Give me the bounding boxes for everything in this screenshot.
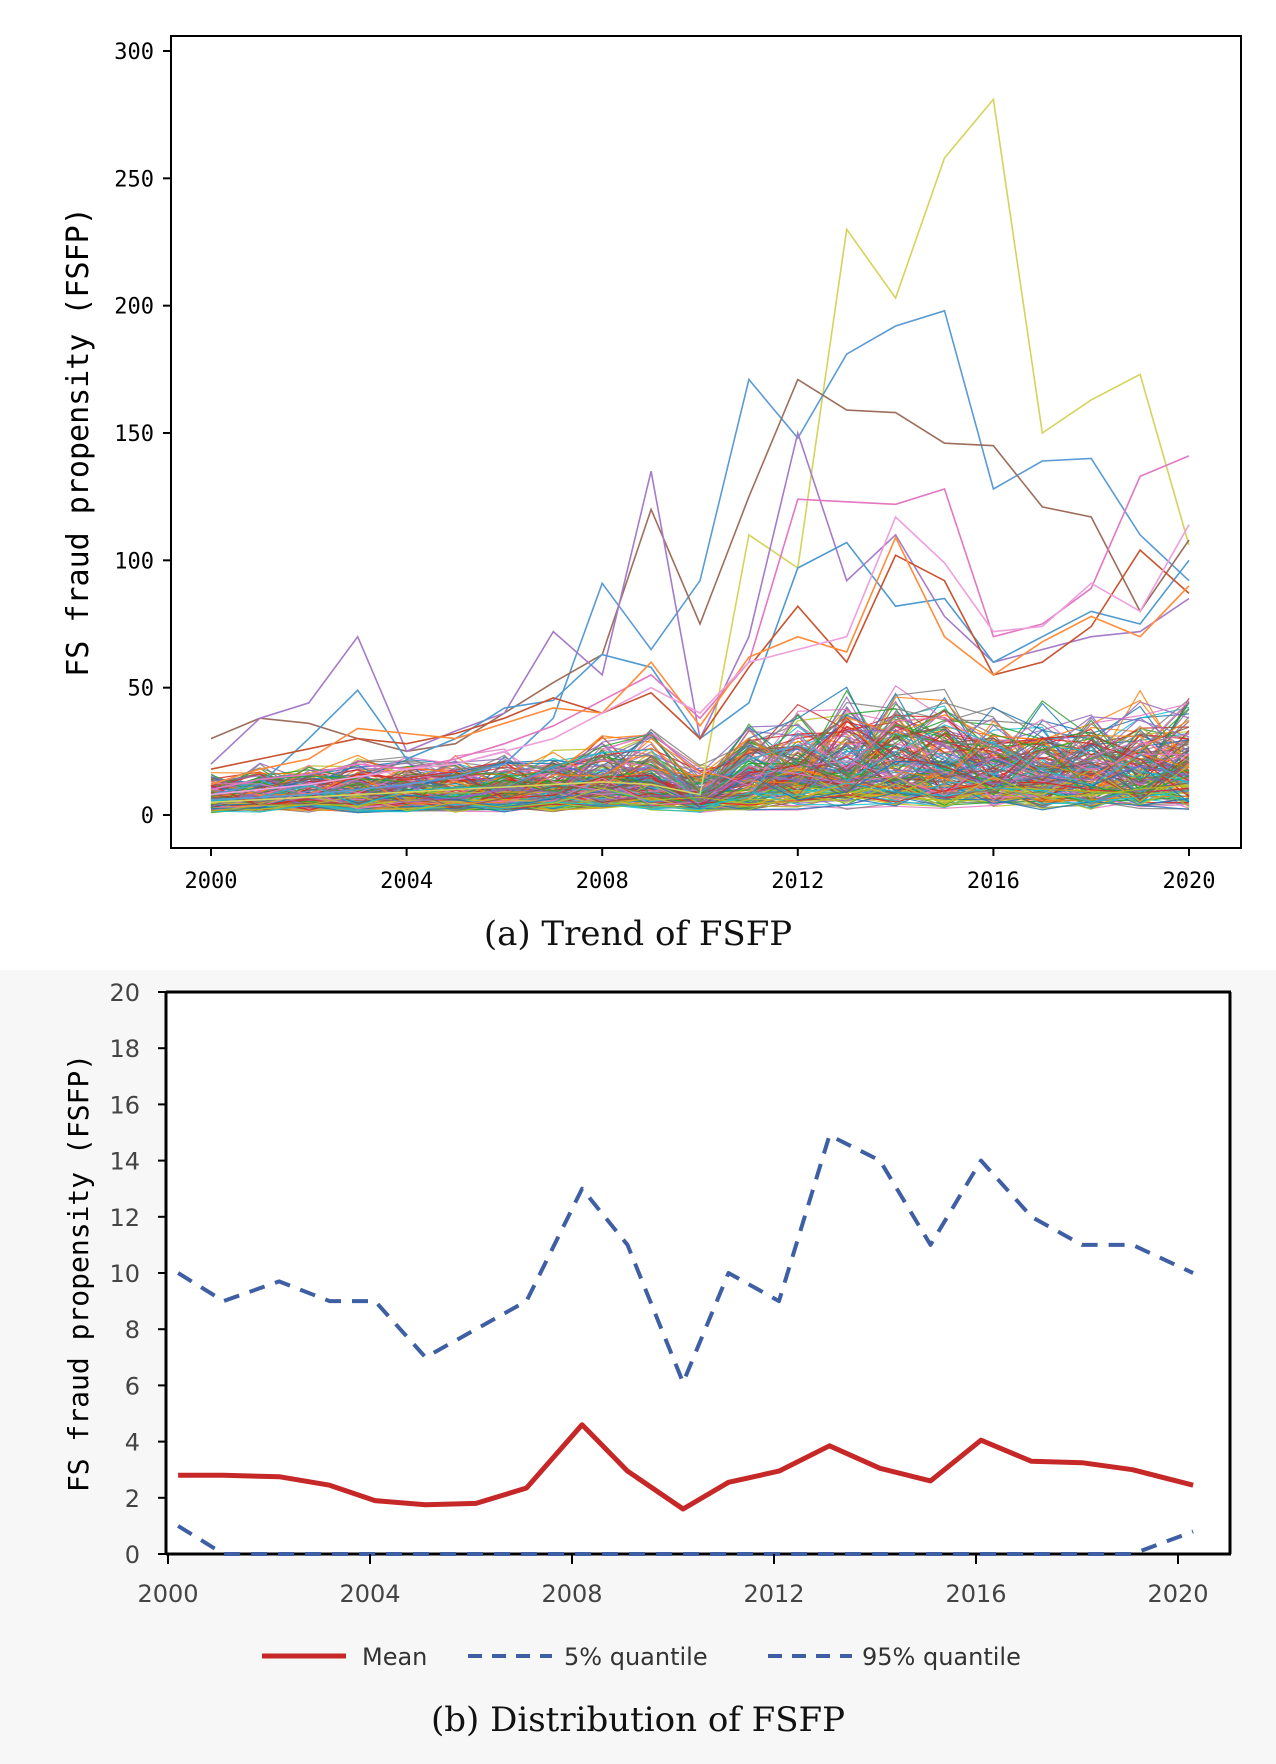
chart-a-x-ticks: 2000 2004 2008 2012 2016 2020 xyxy=(185,848,1216,894)
chart-a-series-line xyxy=(210,535,1190,786)
caption-a: (a) Trend of FSFP xyxy=(483,914,793,954)
chart-b-ytick-label: 8 xyxy=(125,1316,140,1344)
chart-b-ytick-label: 10 xyxy=(109,1260,140,1288)
legend-mean-label: Mean xyxy=(362,1643,427,1671)
chart-b-legend: Mean 5% quantile 95% quantile xyxy=(262,1643,1021,1671)
chart-b-ylabel: FS fraud propensity (FSFP) xyxy=(62,1054,95,1492)
chart-a-background-line xyxy=(210,765,1190,808)
chart-a-background-line xyxy=(210,703,1190,798)
chart-a-ylabel: FS fraud propensity (FSFP) xyxy=(61,207,96,677)
chart-b-xtick-label: 2004 xyxy=(339,1580,400,1608)
chart-b-plot-bg xyxy=(166,992,1230,1554)
legend-5pct-label: 5% quantile xyxy=(564,1643,708,1671)
chart-a-background-line xyxy=(210,712,1190,804)
chart-a-background-line xyxy=(210,791,1190,814)
chart-a-ytick-label: 250 xyxy=(114,167,154,192)
chart-b-xtick-label: 2016 xyxy=(945,1580,1006,1608)
chart-a-ytick-label: 0 xyxy=(141,804,154,829)
chart-b-xtick-label: 2012 xyxy=(743,1580,804,1608)
caption-b: (b) Distribution of FSFP xyxy=(430,1700,846,1740)
chart-b-xtick-label: 2020 xyxy=(1147,1580,1208,1608)
chart-b-ytick-label: 2 xyxy=(125,1485,140,1513)
chart-a-y-ticks: 0 50 100 150 200 250 300 xyxy=(114,40,171,829)
chart-a-ytick-label: 300 xyxy=(114,40,154,65)
chart-a-background-line xyxy=(210,716,1190,797)
chart-a-ytick-label: 150 xyxy=(114,422,154,447)
chart-a-xtick-label: 2012 xyxy=(771,869,824,894)
chart-a-xtick-label: 2008 xyxy=(576,869,629,894)
chart-a-xtick-label: 2004 xyxy=(380,869,433,894)
chart-b-ytick-label: 6 xyxy=(125,1372,140,1400)
chart-a-background-line xyxy=(210,781,1190,813)
chart-b-x-ticks: 2000 2004 2008 2012 2016 2020 xyxy=(137,1554,1209,1608)
chart-a-ytick-label: 200 xyxy=(114,295,154,320)
chart-a-background-line xyxy=(210,782,1190,813)
chart-a-background-line xyxy=(210,712,1190,806)
chart-a-ytick-label: 100 xyxy=(114,549,154,574)
chart-b-ytick-label: 20 xyxy=(109,979,140,1007)
chart-a-series-group xyxy=(210,97,1190,804)
chart-b-ytick-label: 18 xyxy=(109,1035,140,1063)
chart-b-y-ticks: 0 2 4 6 8 10 12 14 16 18 20 xyxy=(109,979,166,1569)
chart-b-ytick-label: 4 xyxy=(125,1429,140,1457)
chart-b-ytick-label: 12 xyxy=(109,1204,140,1232)
chart-a-series-line xyxy=(210,515,1190,796)
chart-a-series-line xyxy=(210,548,1190,770)
chart-b-xtick-label: 2008 xyxy=(541,1580,602,1608)
chart-b-series-mean-line xyxy=(178,1422,1194,1512)
chart-b-ytick-label: 14 xyxy=(109,1148,140,1176)
chart-a-background-line xyxy=(210,724,1190,807)
chart-a-series-line xyxy=(210,430,1190,765)
chart-b-ytick-label: 0 xyxy=(125,1541,140,1569)
chart-a-background-line xyxy=(210,719,1190,798)
chart-a-ytick-label: 50 xyxy=(128,677,155,702)
chart-b-series-95pct-line xyxy=(177,1524,1194,1556)
chart-a-xtick-label: 2016 xyxy=(967,869,1020,894)
chart-b-ytick-label: 16 xyxy=(109,1091,140,1119)
chart-a-series-line xyxy=(210,378,1190,753)
legend-95pct-label: 95% quantile xyxy=(862,1643,1021,1671)
chart-a-xtick-label: 2020 xyxy=(1163,869,1216,894)
chart-a-frame xyxy=(170,35,1242,849)
chart-a-background-lines xyxy=(210,685,1190,814)
chart-a-background-line xyxy=(210,724,1190,809)
chart-a-series-line xyxy=(210,97,1190,804)
chart-a-series-line xyxy=(210,309,1190,801)
chart-b-series-group xyxy=(177,1133,1194,1556)
chart-a-background-line xyxy=(210,716,1190,796)
chart-b-xtick-label: 2000 xyxy=(137,1580,198,1608)
chart-a-xtick-label: 2000 xyxy=(185,869,238,894)
